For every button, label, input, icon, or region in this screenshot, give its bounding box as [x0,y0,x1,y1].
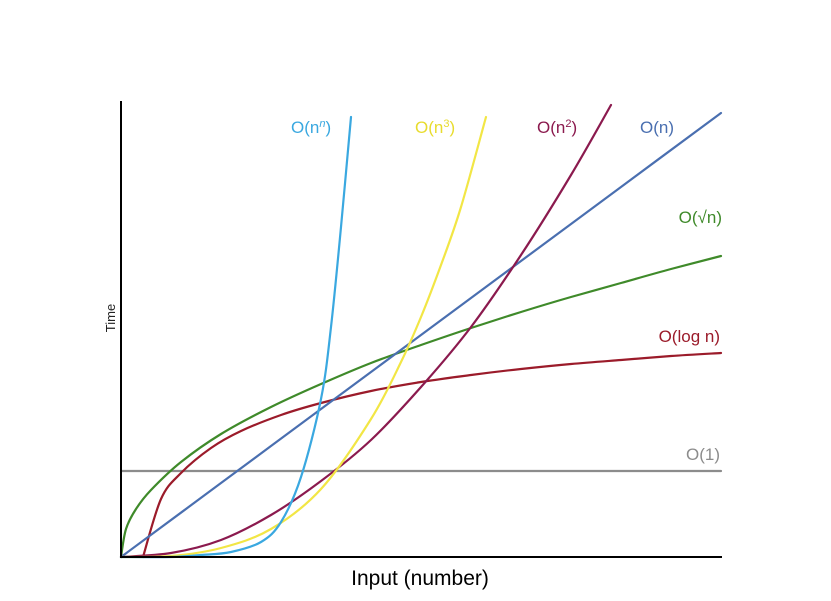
series-label-4: O(n2) [537,118,577,137]
series-label-0: O(1) [686,445,720,464]
curves-group [119,103,723,559]
series-labels: O(1) O(log n) O(√n) O(n) O(n2) O(n3) O(nn) [291,118,722,464]
series-line-2 [119,254,723,559]
y-axis-label: Time [103,304,118,332]
series-label-3: O(n) [640,118,674,137]
series-line-4 [119,103,613,559]
series-label-2: O(√n) [679,208,722,227]
series-line-6 [119,115,353,559]
series-line-1 [141,351,723,559]
series-label-1: O(log n) [659,327,720,346]
series-label-6: O(nn) [291,118,331,137]
series-line-3 [119,111,723,559]
series-label-5: O(n3) [415,118,455,137]
x-axis-label: Input (number) [351,567,489,590]
series-line-5 [119,115,488,559]
